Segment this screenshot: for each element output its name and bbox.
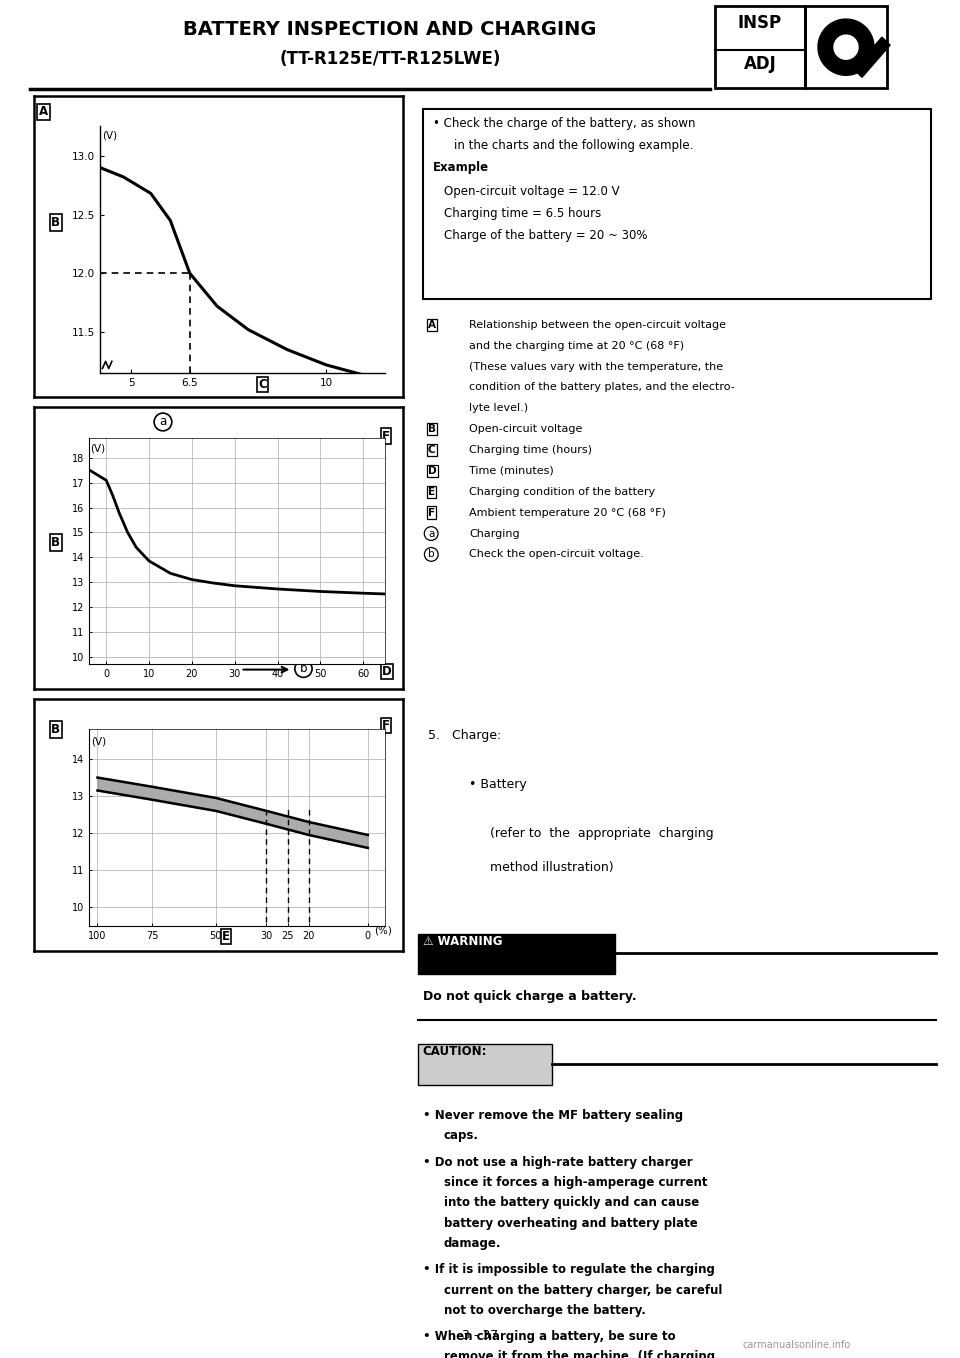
Text: Ambient temperature 20 °C (68 °F): Ambient temperature 20 °C (68 °F): [469, 508, 666, 517]
Text: B: B: [51, 216, 60, 230]
Text: A: A: [428, 320, 436, 330]
Text: Check the open-circuit voltage.: Check the open-circuit voltage.: [469, 550, 644, 559]
Text: E: E: [428, 486, 435, 497]
Text: remove it from the machine. (If charging: remove it from the machine. (If charging: [444, 1350, 714, 1358]
Text: and the charging time at 20 °C (68 °F): and the charging time at 20 °C (68 °F): [469, 341, 684, 350]
Text: (%): (%): [374, 926, 392, 936]
Text: C: C: [428, 445, 436, 455]
Text: Open-circuit voltage = 12.0 V: Open-circuit voltage = 12.0 V: [444, 185, 619, 198]
Polygon shape: [834, 35, 858, 60]
Text: D: D: [382, 665, 392, 678]
Text: Charging time = 6.5 hours: Charging time = 6.5 hours: [444, 206, 601, 220]
Text: INSP: INSP: [738, 14, 782, 33]
Text: into the battery quickly and can cause: into the battery quickly and can cause: [444, 1196, 699, 1210]
Text: method illustration): method illustration): [491, 861, 613, 875]
Text: (refer to  the  appropriate  charging: (refer to the appropriate charging: [491, 827, 714, 839]
Text: (V): (V): [102, 130, 117, 140]
Text: (V): (V): [91, 737, 107, 747]
Text: Do not quick charge a battery.: Do not quick charge a battery.: [422, 990, 636, 1004]
Text: Example: Example: [433, 162, 490, 174]
Text: • When charging a battery, be sure to: • When charging a battery, be sure to: [422, 1331, 676, 1343]
Text: F: F: [382, 429, 391, 443]
Text: Charge of the battery = 20 ~ 30%: Charge of the battery = 20 ~ 30%: [444, 230, 647, 242]
Text: ⚠ WARNING: ⚠ WARNING: [422, 934, 502, 948]
Text: F: F: [428, 508, 435, 517]
Text: in the charts and the following example.: in the charts and the following example.: [454, 140, 693, 152]
Text: Charging: Charging: [469, 528, 520, 539]
Text: B: B: [428, 424, 436, 435]
Text: not to overcharge the battery.: not to overcharge the battery.: [444, 1304, 645, 1317]
Text: Charging condition of the battery: Charging condition of the battery: [469, 486, 656, 497]
Text: Charging time (hours): Charging time (hours): [469, 445, 592, 455]
Text: • If it is impossible to regulate the charging: • If it is impossible to regulate the ch…: [422, 1263, 714, 1277]
Bar: [715, 5, 805, 88]
Text: condition of the battery plates, and the electro-: condition of the battery plates, and the…: [469, 383, 735, 392]
Text: a: a: [159, 416, 167, 429]
Text: b: b: [300, 663, 307, 675]
Text: damage.: damage.: [444, 1237, 501, 1249]
Text: F: F: [382, 720, 391, 732]
Text: b: b: [428, 550, 435, 559]
Text: (V): (V): [90, 443, 105, 454]
Text: • Do not use a high-rate battery charger: • Do not use a high-rate battery charger: [422, 1156, 692, 1169]
Text: since it forces a high-amperage current: since it forces a high-amperage current: [444, 1176, 707, 1190]
Text: Open-circuit voltage: Open-circuit voltage: [469, 424, 583, 435]
Text: • Battery: • Battery: [469, 778, 527, 790]
Text: • Check the charge of the battery, as shown: • Check the charge of the battery, as sh…: [433, 117, 696, 130]
Text: C: C: [258, 378, 267, 391]
Text: A: A: [39, 106, 48, 118]
Text: (These values vary with the temperature, the: (These values vary with the temperature,…: [469, 361, 724, 372]
Text: BATTERY INSPECTION AND CHARGING: BATTERY INSPECTION AND CHARGING: [183, 20, 597, 39]
Text: carmanualsonline.info: carmanualsonline.info: [743, 1340, 851, 1350]
Text: Time (minutes): Time (minutes): [469, 466, 554, 475]
Text: 3 - 37: 3 - 37: [462, 1328, 498, 1342]
Text: current on the battery charger, be careful: current on the battery charger, be caref…: [444, 1283, 722, 1297]
Text: B: B: [51, 536, 60, 549]
Polygon shape: [854, 37, 890, 77]
Bar: [805, 5, 887, 88]
Text: a: a: [428, 528, 434, 539]
Text: D: D: [428, 466, 437, 475]
Text: 5.   Charge:: 5. Charge:: [428, 729, 501, 741]
Text: E: E: [222, 930, 229, 944]
Text: B: B: [51, 722, 60, 736]
Text: caps.: caps.: [444, 1130, 478, 1142]
Text: Relationship between the open-circuit voltage: Relationship between the open-circuit vo…: [469, 320, 727, 330]
Text: • Never remove the MF battery sealing: • Never remove the MF battery sealing: [422, 1109, 683, 1122]
Text: battery overheating and battery plate: battery overheating and battery plate: [444, 1217, 697, 1229]
Text: ADJ: ADJ: [744, 56, 777, 73]
Text: (TT-R125E/TT-R125LWE): (TT-R125E/TT-R125LWE): [279, 50, 501, 68]
Polygon shape: [818, 19, 874, 75]
Text: lyte level.): lyte level.): [469, 403, 529, 413]
Text: CAUTION:: CAUTION:: [422, 1046, 488, 1058]
